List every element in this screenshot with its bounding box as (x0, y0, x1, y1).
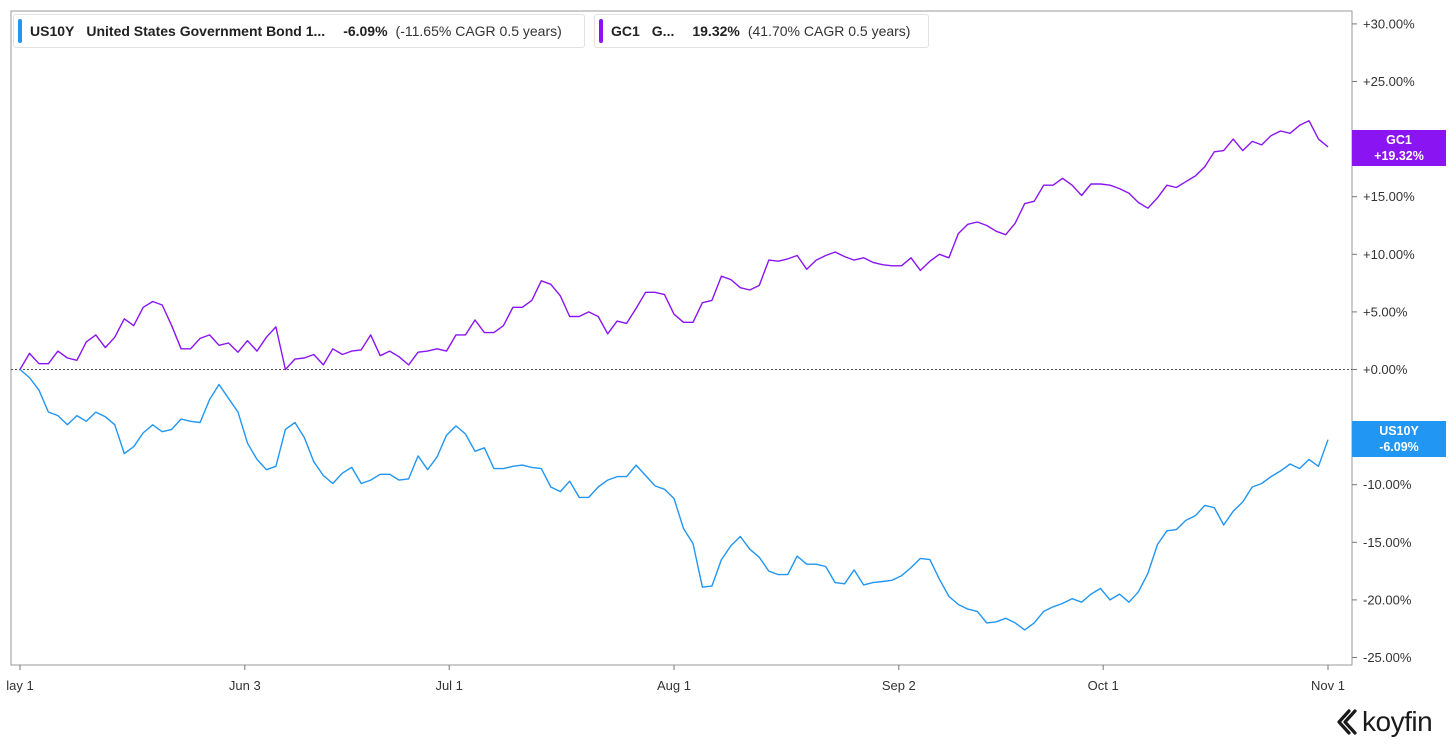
x-tick-label: Jun 3 (229, 678, 261, 693)
legend-swatch-us10y (18, 19, 22, 43)
series-layer (19, 119, 1329, 631)
y-tick-label: -10.00% (1363, 477, 1412, 492)
x-axis: lay 1 Jun 3 Jul 1 Aug 1 Sep 2 Oct 1 Nov 1 (6, 665, 1345, 693)
y-tick-label: +30.00% (1363, 16, 1415, 31)
legend-cagr: (-11.65% CAGR 0.5 years) (395, 23, 562, 39)
legend-name: G... (651, 23, 675, 39)
last-value-badge-us10y: US10Y -6.09% (1352, 421, 1446, 457)
legend-return: -6.09% (343, 23, 388, 39)
series-line-gc1 (19, 119, 1329, 371)
last-value-badge-gc1: GC1 +19.32% (1352, 130, 1446, 166)
badge-value: -6.09% (1379, 440, 1419, 454)
legend-name: United States Government Bond 1... (86, 23, 326, 39)
x-tick-label: Oct 1 (1088, 678, 1119, 693)
legend-item-us10y[interactable]: US10Y United States Government Bond 1...… (13, 14, 585, 48)
y-tick-label: +5.00% (1363, 304, 1408, 319)
badge-value: +19.32% (1374, 149, 1424, 163)
series-line-us10y (19, 368, 1329, 631)
badge-symbol: GC1 (1386, 133, 1412, 147)
x-tick-label: lay 1 (6, 678, 33, 693)
y-axis: +30.00%+25.00%+20.00%+15.00%+10.00%+5.00… (1352, 16, 1415, 665)
legend-cagr: (41.70% CAGR 0.5 years) (747, 23, 911, 39)
y-tick-label: -25.00% (1363, 650, 1412, 665)
y-tick-label: +15.00% (1363, 189, 1415, 204)
plot-frame (10, 10, 1353, 666)
legend-symbol: GC1 (611, 23, 640, 39)
x-tick-label: Jul 1 (435, 678, 462, 693)
y-tick-label: +10.00% (1363, 247, 1415, 262)
x-tick-label: Nov 1 (1311, 678, 1345, 693)
badge-symbol: US10Y (1379, 424, 1419, 438)
y-tick-label: -20.00% (1363, 592, 1412, 607)
x-tick-label: Sep 2 (882, 678, 916, 693)
x-tick-label: Aug 1 (657, 678, 691, 693)
legend-item-gc1[interactable]: GC1 G... 19.32% (41.70% CAGR 0.5 years) (594, 14, 929, 48)
koyfin-logo[interactable]: koyfin (1336, 706, 1433, 738)
koyfin-logo-icon (1337, 709, 1357, 735)
y-tick-label: +0.00% (1363, 362, 1408, 377)
legend-swatch-gc1 (599, 19, 603, 43)
legend-return: 19.32% (692, 23, 740, 39)
y-tick-label: -15.00% (1363, 535, 1412, 550)
logo-text: koyfin (1362, 706, 1433, 737)
legend-symbol: US10Y (30, 23, 75, 39)
y-tick-label: +25.00% (1363, 74, 1415, 89)
